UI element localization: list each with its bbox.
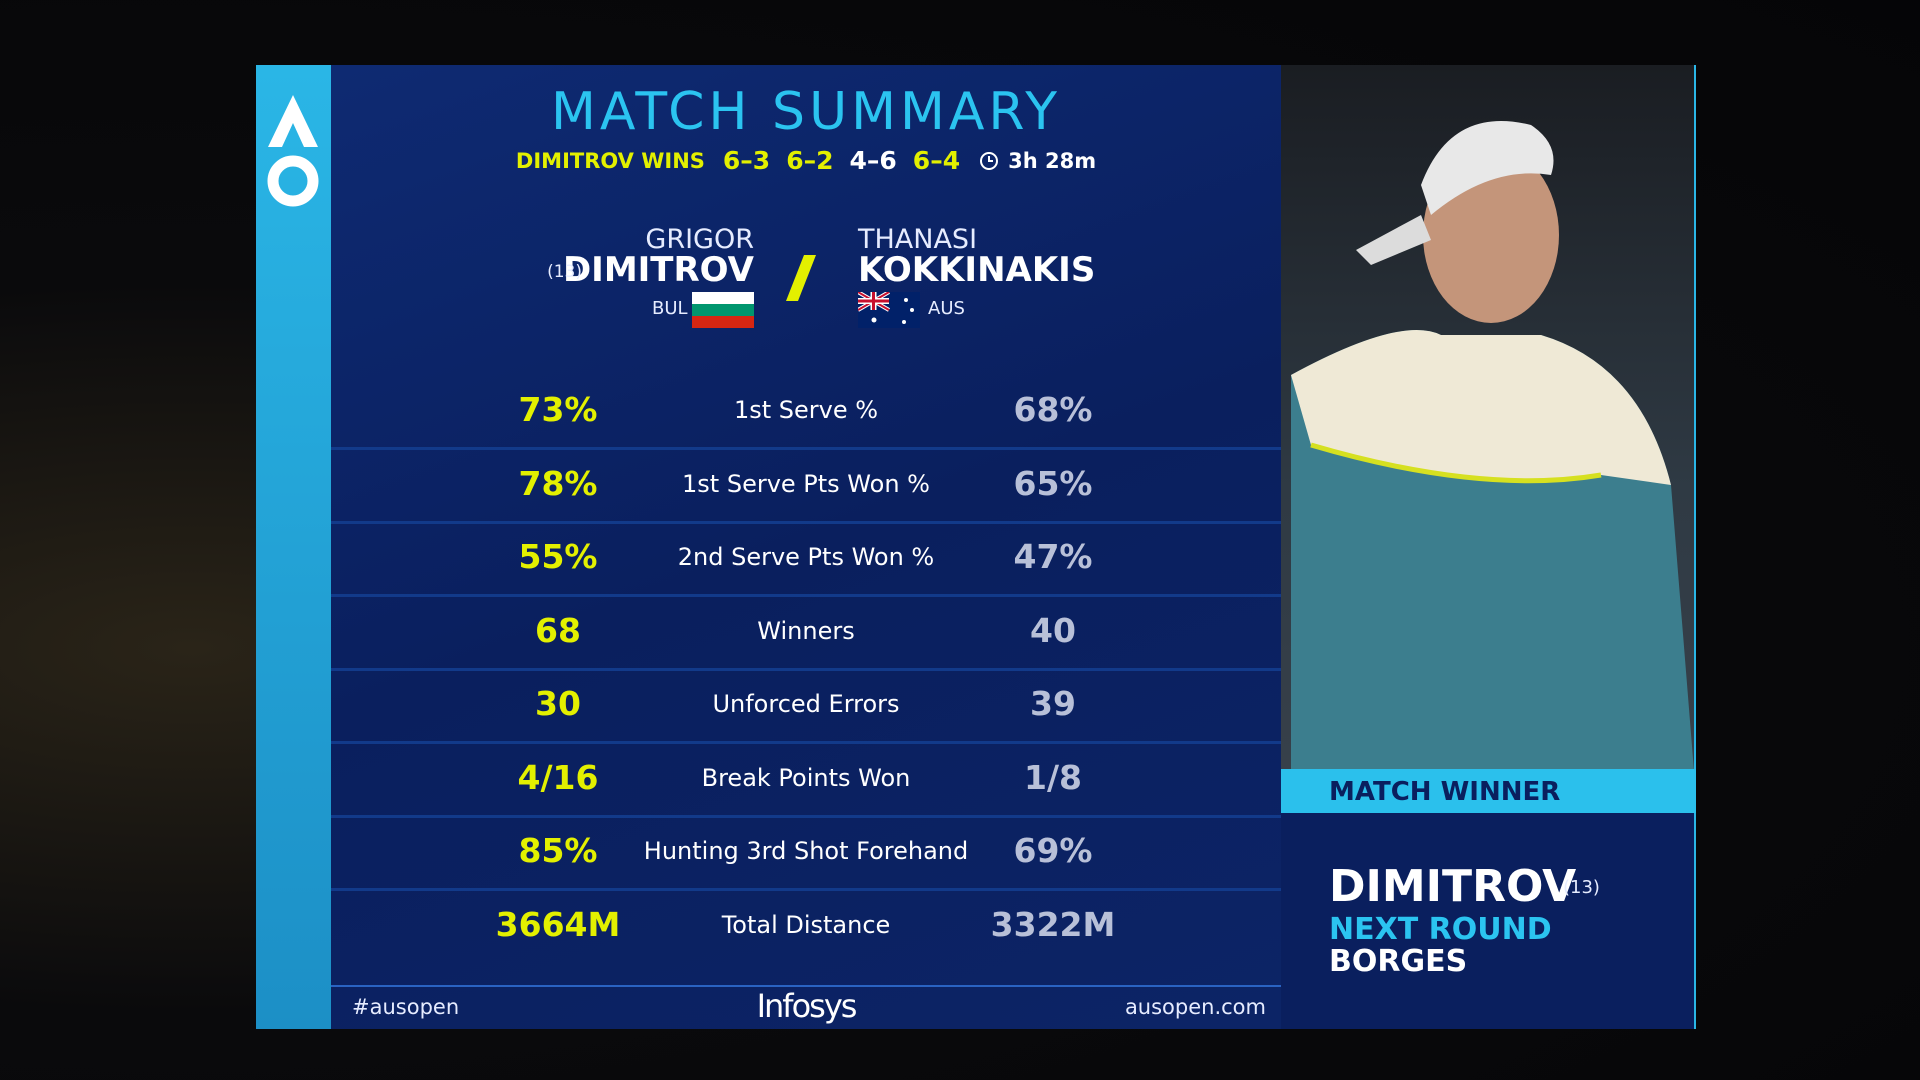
row-separator — [331, 447, 1281, 450]
stat-label: Total Distance — [721, 910, 891, 939]
winner-seed: (13) — [1563, 877, 1600, 898]
stat-right: 68% — [1013, 390, 1093, 429]
winner-box: DIMITROV (13) NEXT ROUND BORGES — [1281, 813, 1696, 1029]
stat-label: 1st Serve Pts Won % — [682, 469, 930, 498]
stat-right: 39 — [1030, 684, 1076, 723]
photo-illustration — [1291, 121, 1694, 771]
row-separator — [331, 814, 1281, 818]
duration: 3h 28m — [1008, 148, 1097, 173]
footer-line — [331, 985, 1281, 987]
score-line: DIMITROV WINS 6–3 6–2 4–6 6–4 3h 28m — [331, 146, 1281, 175]
row-separator — [331, 741, 1281, 744]
sets: 6–3 6–2 4–6 6–4 — [723, 146, 960, 175]
set-score: 6–4 — [912, 146, 961, 175]
sponsor: Infosys — [756, 987, 858, 1025]
stat-label: Break Points Won — [701, 763, 911, 792]
row-separator — [331, 667, 1281, 671]
stat-label: 2nd Serve Pts Won % — [677, 543, 935, 571]
row-separator — [331, 888, 1281, 891]
stat-left: 4/16 — [517, 757, 599, 797]
stat-left: 3664M — [495, 904, 621, 944]
player-country: BUL — [652, 298, 688, 319]
clock-icon — [980, 151, 999, 170]
stat-left: 78% — [518, 463, 598, 503]
hashtag: #ausopen — [352, 995, 460, 1019]
player-first-name: GRIGOR — [645, 224, 754, 255]
stat-left: 30 — [535, 684, 581, 723]
stat-right: 1/8 — [1024, 757, 1082, 797]
result: DIMITROV WINS — [515, 148, 705, 173]
stat-label: 1st Serve % — [733, 396, 879, 424]
stat-right: 65% — [1013, 463, 1093, 503]
stat-label: Hunting 3rd Shot Forehand — [643, 837, 969, 865]
winner-name: DIMITROV — [1329, 861, 1577, 912]
stat-label: Unforced Errors — [712, 690, 900, 718]
player-country: AUS — [928, 298, 965, 319]
stat-left: 55% — [518, 537, 598, 576]
player-last-name: KOKKINAKIS — [858, 250, 1096, 290]
stat-right: 3322M — [990, 904, 1116, 944]
next-round-label: NEXT ROUND — [1329, 912, 1552, 947]
set-score: 6–3 — [722, 146, 771, 175]
title: MATCH SUMMARY — [551, 82, 1061, 142]
player-first-name: THANASI — [858, 224, 978, 255]
stat-right: 40 — [1030, 610, 1076, 650]
next-opponent: BORGES — [1329, 944, 1468, 979]
logo-stripe — [256, 65, 331, 1029]
ao-logo — [267, 95, 319, 207]
stat-right: 47% — [1013, 537, 1093, 576]
divider-slash — [786, 255, 816, 301]
summary-panel — [331, 65, 1281, 1029]
stat-right: 69% — [1013, 831, 1093, 870]
row-separator — [331, 594, 1281, 597]
player-photo — [1281, 65, 1696, 771]
player-seed: (13) — [547, 262, 582, 282]
stat-left: 73% — [518, 390, 598, 429]
set-score: 6–2 — [786, 146, 834, 175]
row-separator — [331, 520, 1281, 524]
flag-bul — [692, 292, 754, 328]
stat-label: Winners — [757, 616, 855, 645]
stat-left: 85% — [518, 831, 598, 870]
winner-banner-text: MATCH WINNER — [1329, 777, 1561, 807]
winner-banner: MATCH WINNER — [1281, 769, 1696, 813]
stat-left: 68 — [535, 610, 581, 650]
player-last-name: DIMITROV — [562, 250, 754, 290]
website: ausopen.com — [1124, 995, 1266, 1019]
flag-aus — [858, 292, 920, 328]
set-score: 4–6 — [849, 146, 897, 175]
